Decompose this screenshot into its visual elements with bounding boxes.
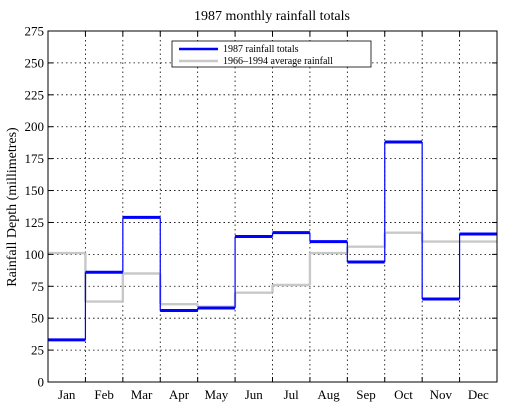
- y-tick-label: 0: [38, 375, 45, 390]
- x-tick-label: Nov: [430, 387, 453, 402]
- y-tick-label: 225: [25, 87, 45, 102]
- y-tick-label: 125: [25, 215, 45, 230]
- y-axis-title: Rainfall Depth (millimetres): [5, 127, 20, 287]
- x-tick-label: Oct: [394, 387, 413, 402]
- y-axis: 0 25 50 75 100 125 150 175 200 225 250 275: [25, 24, 497, 390]
- x-tick-label: Jan: [58, 387, 76, 402]
- x-tick-label: Dec: [468, 387, 489, 402]
- series-0: [48, 140, 497, 342]
- x-tick-label: Aug: [317, 387, 340, 402]
- legend-label-1987: 1987 rainfall totals: [223, 44, 299, 55]
- x-tick-label: Jun: [245, 387, 264, 402]
- x-axis: Jan Feb Mar Apr May Jun Jul Aug Sep Oct Nov Dec: [58, 31, 489, 402]
- y-tick-label: 250: [25, 55, 45, 70]
- y-tick-label: 100: [25, 247, 45, 262]
- series-layer: [48, 140, 497, 342]
- x-tick-label: Feb: [94, 387, 114, 402]
- y-tick-label: 75: [31, 279, 44, 294]
- y-tick-label: 200: [25, 119, 45, 134]
- x-tick-label: Sep: [356, 387, 376, 402]
- legend-box: [171, 40, 372, 68]
- grid-layer: [48, 31, 497, 382]
- chart-title: 1987 monthly rainfall totals: [194, 9, 350, 24]
- y-tick-label: 275: [25, 24, 45, 39]
- y-tick-label: 50: [31, 311, 44, 326]
- y-tick-label: 150: [25, 183, 45, 198]
- y-tick-label: 25: [31, 343, 44, 358]
- y-tick-label: 175: [25, 151, 45, 166]
- legend: 1987 rainfall totals 1966–1994 average r…: [171, 40, 372, 68]
- x-tick-label: Apr: [169, 387, 190, 402]
- x-tick-label: Jul: [284, 387, 300, 402]
- legend-label-average: 1966–1994 average rainfall: [223, 56, 333, 67]
- x-tick-label: Mar: [131, 387, 153, 402]
- x-tick-label: May: [204, 387, 228, 402]
